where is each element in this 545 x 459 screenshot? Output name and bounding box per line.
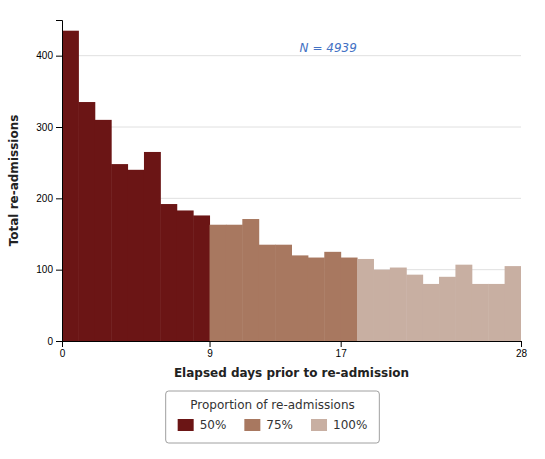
bars: [62, 31, 521, 341]
y-tick-mark: [56, 270, 62, 271]
bar: [373, 270, 390, 341]
x-tick-mark: [341, 341, 342, 347]
legend-frame: [166, 391, 380, 443]
legend-title: Proportion of re-admissions: [190, 398, 355, 412]
x-axis: 0 9 17 28: [60, 341, 528, 359]
x-tick-label: 9: [207, 348, 213, 359]
plot: 0 9 17 28 0 100 200 300 400 Elapsed days prior to…: [7, 21, 527, 381]
x-tick: 17: [336, 341, 348, 359]
bar: [292, 255, 309, 341]
bar: [128, 170, 145, 341]
legend-item: 50%: [178, 418, 227, 432]
x-axis-line: [63, 342, 522, 348]
y-tick: 0: [47, 336, 62, 347]
bar: [439, 277, 456, 341]
legend: Proportion of re-admissions 50% 75% 100%: [166, 391, 380, 443]
legend-swatch: [311, 419, 327, 431]
bar: [259, 245, 276, 341]
bar: [177, 210, 194, 341]
bar: [62, 31, 79, 341]
bar: [275, 245, 292, 341]
bar: [455, 265, 472, 341]
legend-swatch: [244, 419, 260, 431]
y-tick-label: 400: [36, 50, 53, 61]
legend-item: 75%: [244, 418, 293, 432]
legend-label: 100%: [333, 418, 367, 432]
y-tick-label: 0: [47, 336, 53, 347]
bar: [341, 258, 358, 341]
x-tick: 28: [516, 341, 528, 359]
legend-label: 75%: [266, 418, 293, 432]
x-axis-label: Elapsed days prior to re-admission: [174, 366, 409, 380]
y-tick: 100: [36, 264, 62, 275]
chart: 0 9 17 28 0 100 200 300 400 Elapsed days prior to…: [0, 0, 545, 459]
bar: [160, 204, 177, 341]
x-tick-label: 28: [516, 348, 528, 359]
y-tick: 400: [36, 50, 62, 61]
y-tick: 300: [36, 122, 62, 133]
y-tick-label: 200: [36, 193, 53, 204]
bar: [505, 266, 521, 341]
bar: [423, 284, 440, 341]
bar: [308, 258, 325, 341]
y-tick: 200: [36, 193, 62, 204]
x-tick: 0: [60, 341, 66, 359]
bar: [472, 284, 489, 341]
legend-items: 50% 75% 100%: [178, 418, 368, 432]
bar: [111, 164, 128, 341]
y-tick-mark: [56, 341, 62, 342]
bar: [324, 252, 341, 341]
y-axis-line: [56, 21, 63, 342]
legend-item: 100%: [311, 418, 367, 432]
bar: [144, 152, 161, 341]
bar: [226, 225, 243, 341]
annotation: N = 4939: [300, 41, 357, 55]
bar: [210, 225, 227, 341]
bar: [488, 284, 505, 341]
bar: [95, 120, 112, 341]
bar: [390, 268, 407, 341]
bar: [406, 275, 423, 341]
x-tick: 9: [207, 341, 213, 359]
bar: [193, 215, 210, 341]
y-tick-label: 300: [36, 122, 53, 133]
grid: [62, 56, 521, 341]
y-tick-mark: [56, 127, 62, 128]
y-tick-mark: [56, 198, 62, 199]
y-axis: 0 100 200 300 400: [36, 21, 62, 347]
bar: [242, 219, 259, 341]
bar: [78, 102, 95, 341]
legend-swatch: [178, 419, 194, 431]
x-tick-mark: [521, 341, 522, 347]
y-tick-label: 100: [36, 264, 53, 275]
x-tick-label: 17: [336, 348, 348, 359]
y-tick-mark: [56, 56, 62, 57]
grid-line: [62, 127, 521, 128]
grid-line: [62, 55, 521, 56]
y-axis-label: Total re-admissions: [7, 115, 21, 247]
bar: [357, 259, 374, 341]
x-tick-mark: [210, 341, 211, 347]
legend-label: 50%: [200, 418, 227, 432]
x-tick-label: 0: [60, 348, 66, 359]
